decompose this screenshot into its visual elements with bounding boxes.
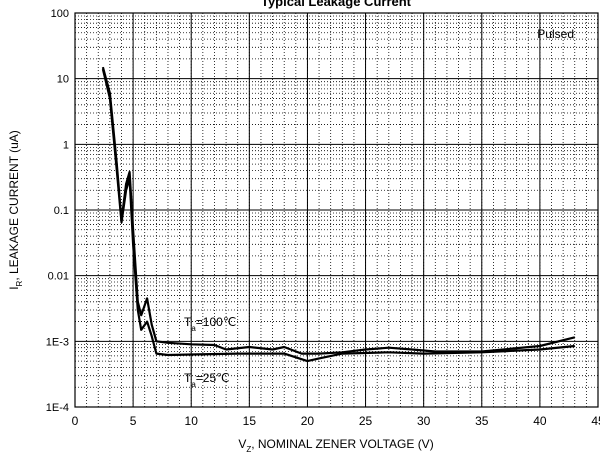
x-tick-label: 0 — [72, 414, 79, 428]
series-label: Ta=25℃ — [184, 371, 230, 389]
x-tick-label: 5 — [130, 414, 137, 428]
series-label: Ta=100℃ — [184, 315, 236, 333]
y-tick-label: 0.01 — [48, 271, 69, 283]
y-label-sub: R — [15, 280, 24, 286]
series-label-rest: =100℃ — [196, 315, 237, 329]
y-label-main: I — [7, 286, 21, 289]
y-axis-label: IR, LEAKAGE CURRENT (uA) — [7, 130, 24, 290]
series-line — [101, 68, 575, 363]
x-tick-label: 45 — [591, 414, 600, 428]
x-axis-label: VZ, NOMINAL ZENER VOLTAGE (V) — [238, 437, 433, 454]
y-tick-label: 100 — [51, 8, 69, 20]
y-tick-label: 0.1 — [54, 205, 69, 217]
y-label-rest: , LEAKAGE CURRENT (uA) — [7, 130, 21, 280]
x-tick-label: 15 — [243, 414, 257, 428]
series-label-sub: a — [191, 380, 196, 389]
y-tick-label: 10 — [57, 74, 69, 86]
x-label-sub: Z — [246, 445, 251, 454]
series-label-rest: =25℃ — [196, 371, 230, 385]
x-tick-label: 40 — [533, 414, 547, 428]
plot-border — [74, 12, 599, 408]
y-tick-label: 1E-4 — [46, 402, 69, 414]
annotation: Pulsed — [537, 27, 574, 41]
x-tick-label: 25 — [359, 414, 373, 428]
series-label-sub: a — [191, 324, 196, 333]
x-tick-label: 20 — [301, 414, 315, 428]
y-tick-label: 1E-3 — [46, 336, 69, 348]
x-label-main: V — [238, 437, 246, 451]
series-label-main: T — [184, 315, 192, 329]
x-tick-label: 30 — [417, 414, 431, 428]
chart-title: Typical Leakage Current — [261, 0, 412, 9]
series-label-main: T — [184, 371, 192, 385]
x-tick-label: 35 — [475, 414, 489, 428]
y-tick-label: 1 — [63, 139, 69, 151]
x-tick-label: 10 — [185, 414, 199, 428]
series-line — [101, 66, 576, 355]
x-label-rest: , NOMINAL ZENER VOLTAGE (V) — [251, 437, 433, 451]
